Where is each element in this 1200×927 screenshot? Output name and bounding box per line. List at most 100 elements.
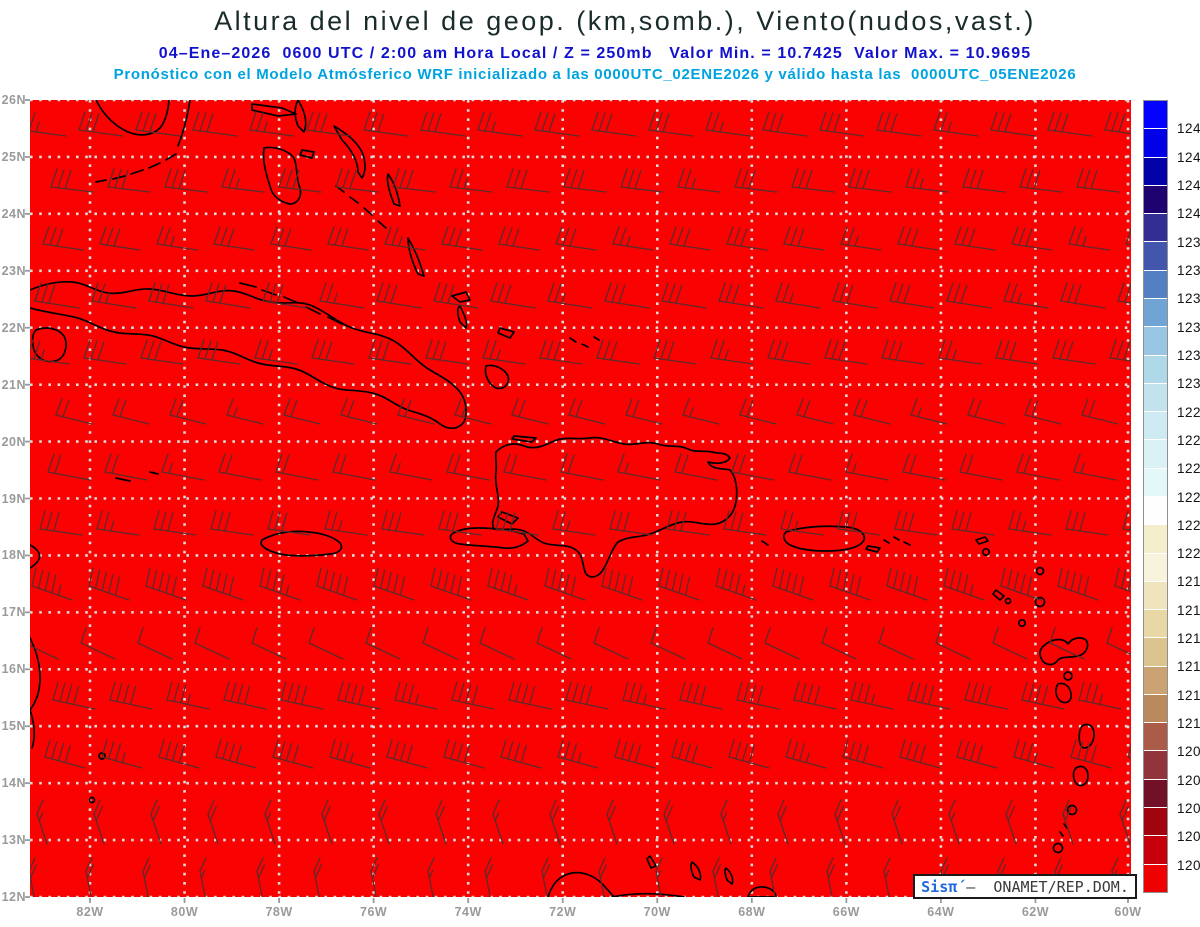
lon-label-62W: 62W: [1021, 905, 1050, 919]
barb-tick: [601, 567, 607, 587]
barb-tick: [908, 512, 915, 532]
barb-tick: [52, 681, 59, 701]
barb-tick: [886, 567, 892, 587]
barb-tick: [209, 805, 217, 822]
barb-tick: [577, 170, 585, 190]
barb-tick: [789, 292, 794, 304]
barb-tick: [1078, 681, 1085, 701]
barb-tick: [437, 805, 445, 822]
barb-staff: [593, 642, 629, 660]
barb-tick: [971, 682, 978, 703]
barb-tick: [313, 857, 321, 872]
barb-tick: [85, 857, 93, 872]
barb-tick: [967, 398, 975, 416]
barb-tick: [741, 743, 749, 762]
colorbar-segment-12: [1144, 439, 1167, 468]
barb-tick: [213, 226, 221, 245]
colorbar-value-12275: 12275: [1177, 432, 1200, 448]
barb-tick: [770, 864, 779, 879]
barb-tick: [365, 627, 372, 644]
barb-tick: [779, 805, 787, 822]
barb-tick: [795, 454, 803, 474]
barb-staff: [370, 870, 377, 897]
barb-tick: [1059, 340, 1067, 360]
barb-tick: [562, 227, 570, 246]
barb-tick: [399, 169, 407, 189]
barb-tick: [678, 574, 684, 594]
barb-tick: [712, 857, 720, 872]
barb-tick: [860, 400, 868, 418]
barb-tick: [281, 512, 288, 532]
barb-tick: [39, 510, 46, 530]
barb-tick: [394, 681, 401, 701]
barb-tick: [938, 339, 946, 359]
lon-label-66W: 66W: [832, 905, 860, 919]
barb-tick: [507, 574, 513, 594]
barb-tick: [406, 744, 413, 764]
barb-tick: [839, 283, 847, 303]
barb-tick: [636, 684, 643, 704]
barb-tick: [1000, 567, 1006, 587]
barb-tick: [123, 684, 130, 704]
barb-tick: [965, 512, 972, 532]
barb-tick: [506, 168, 514, 188]
barb-tick: [349, 752, 354, 764]
barb-tick: [161, 453, 169, 473]
barb-tick: [218, 453, 226, 473]
barb-tick: [705, 111, 713, 131]
lat-label-13N: 13N: [1, 833, 26, 848]
colorbar-value-12258: 12258: [1177, 461, 1200, 477]
colorbar-value-12428: 12428: [1177, 177, 1200, 193]
barb-tick: [170, 236, 175, 247]
barb-tick: [921, 684, 928, 704]
barb-tick: [764, 627, 771, 644]
barb-tick: [796, 398, 804, 416]
barb-tick: [890, 113, 898, 133]
barb-tick: [840, 226, 848, 245]
barb-tick: [536, 627, 543, 644]
barb-staff: [682, 414, 720, 425]
barb-tick: [772, 567, 778, 587]
barb-tick: [736, 681, 743, 701]
barb-tick: [149, 113, 157, 133]
barb-tick: [673, 511, 680, 531]
barb-tick: [686, 682, 693, 703]
barb-tick: [381, 510, 388, 530]
barb-tick: [733, 227, 741, 246]
barb-tick: [567, 454, 575, 474]
barb-tick: [154, 341, 162, 361]
barb-tick: [730, 511, 737, 531]
barb-tick: [691, 744, 698, 764]
barb-tick: [1123, 341, 1131, 361]
barb-tick: [324, 510, 331, 530]
barb-tick: [842, 571, 848, 592]
barb-tick: [290, 400, 298, 418]
barb-tick: [990, 111, 998, 131]
barb-tick: [341, 228, 349, 247]
barb-staff: [492, 813, 504, 845]
barb-tick: [737, 512, 744, 532]
barb-staff: [878, 642, 914, 660]
barb-tick: [342, 169, 350, 189]
colorbar-value-12173: 12173: [1177, 602, 1200, 618]
barb-tick: [408, 684, 415, 704]
barb-tick: [395, 512, 402, 532]
colorbar-value-12326: 12326: [1177, 347, 1200, 363]
barb-staff: [910, 414, 948, 425]
lat-label-26N: 26N: [1, 93, 26, 107]
barb-tick: [49, 227, 57, 246]
barb-tick: [1007, 805, 1015, 822]
barb-tick: [500, 571, 506, 592]
barb-tick: [406, 170, 414, 190]
barb-tick: [448, 227, 456, 246]
barb-tick: [679, 681, 686, 701]
barb-staff: [226, 414, 264, 425]
colorbar-value-12122: 12122: [1177, 687, 1200, 703]
barb-tick: [1049, 627, 1056, 644]
barb-tick: [945, 340, 953, 360]
barb-tick: [390, 284, 398, 304]
barb-tick: [683, 228, 691, 247]
barb-tick: [555, 226, 563, 245]
barb-staff: [30, 130, 67, 137]
